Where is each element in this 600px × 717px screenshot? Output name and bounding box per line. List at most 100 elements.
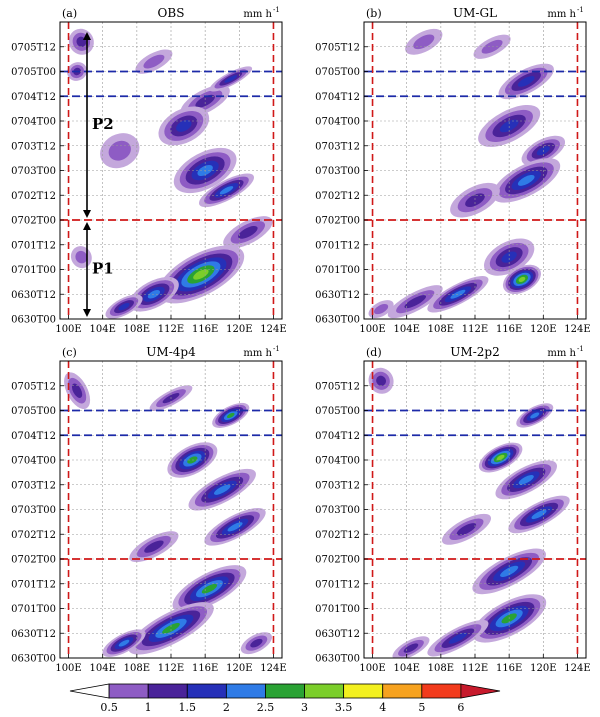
colorbar-label: 1 <box>145 701 152 714</box>
precip-level-5 <box>226 412 235 419</box>
precip-band <box>368 300 394 319</box>
precip-level-2 <box>376 375 386 386</box>
x-tick-label: 124E <box>260 324 286 335</box>
y-tick-label: 0701T12 <box>315 240 360 251</box>
panel-letter: (d) <box>366 346 382 359</box>
y-tick-label: 0630T00 <box>315 315 360 326</box>
precip-level-3 <box>499 119 519 133</box>
y-tick-label: 0630T00 <box>315 654 360 665</box>
period-arrow-head <box>83 32 91 40</box>
x-tick-label: 116E <box>496 663 522 674</box>
y-tick-label: 0630T12 <box>315 629 360 640</box>
colorbar-segment <box>186 683 227 699</box>
y-tick-label: 0702T00 <box>315 216 360 227</box>
y-tick-label: 0703T12 <box>11 480 56 491</box>
precip-level-2 <box>71 383 83 398</box>
x-tick-label: 116E <box>192 324 218 335</box>
x-tick-label: 120E <box>226 663 252 674</box>
panel-letter: (c) <box>62 346 77 359</box>
precip-band <box>240 632 272 655</box>
precip-band <box>188 468 256 511</box>
y-tick-label: 0702T00 <box>315 555 360 566</box>
panel-unit-exponent: -1 <box>577 345 584 353</box>
precip-level-4 <box>518 474 534 485</box>
x-tick-label: 100E <box>359 663 385 674</box>
colorbar: 0.5 1 1.5 2 2.5 3 3.5 4 5 6 <box>69 683 501 714</box>
y-tick-label: 0630T12 <box>11 290 56 301</box>
precip-level-2 <box>195 94 215 108</box>
precip-band <box>516 403 554 428</box>
x-tick-label: 120E <box>226 324 252 335</box>
colorbar-segment <box>382 683 423 699</box>
y-tick-label: 0705T00 <box>315 406 360 417</box>
y-tick-label: 0630T00 <box>11 654 56 665</box>
x-tick-label: 116E <box>496 324 522 335</box>
precip-field <box>368 28 566 319</box>
precip-level-3 <box>448 632 468 644</box>
x-tick-label: 100E <box>55 324 81 335</box>
precip-level-5 <box>201 583 218 594</box>
precip-level-4 <box>500 565 519 577</box>
x-tick-label: 124E <box>564 663 590 674</box>
x-tick-label: 124E <box>564 324 590 335</box>
panel-unit-exponent: -1 <box>273 6 280 14</box>
panel-unit: mm h <box>243 348 272 359</box>
period-arrow-head <box>83 309 91 317</box>
x-tick-label: 104E <box>393 663 419 674</box>
x-tick-label: 112E <box>462 663 488 674</box>
panel-title: UM-GL <box>453 6 497 20</box>
y-tick-label: 0704T00 <box>11 117 56 128</box>
y-tick-label: 0702T12 <box>11 530 56 541</box>
colorbar-segment <box>421 683 462 699</box>
panel-unit: mm h <box>547 9 576 20</box>
x-tick-label: 100E <box>359 324 385 335</box>
y-tick-label: 0703T00 <box>315 166 360 177</box>
precip-level-1 <box>143 54 165 69</box>
precip-band <box>472 548 546 595</box>
y-tick-label: 0630T12 <box>315 290 360 301</box>
colorbar-label: 3.5 <box>335 701 353 714</box>
precip-band <box>368 367 394 394</box>
panel-title: UM-4p4 <box>146 345 196 359</box>
x-tick-label: 124E <box>260 663 286 674</box>
colorbar-label: 0.5 <box>100 701 118 714</box>
y-tick-label: 0701T00 <box>315 604 360 615</box>
precip-level-3 <box>176 120 192 132</box>
y-tick-label: 0705T00 <box>11 67 56 78</box>
y-tick-label: 0701T12 <box>11 579 56 590</box>
precip-band <box>405 28 443 55</box>
y-tick-label: 0702T12 <box>315 191 360 202</box>
panel-um-4p4: 0630T00 0630T12 0701T00 0701T12 0702T00 0702T… <box>11 345 287 674</box>
y-tick-label: 0705T00 <box>11 406 56 417</box>
x-tick-label: 100E <box>55 663 81 674</box>
y-tick-label: 0703T12 <box>315 141 360 152</box>
panel-unit: mm h <box>547 348 576 359</box>
period-arrow-head <box>83 210 91 218</box>
precip-level-2 <box>144 540 164 553</box>
precip-level-2 <box>250 638 263 648</box>
colorbar-segment <box>225 683 266 699</box>
precip-field <box>368 367 570 658</box>
y-tick-label: 0704T12 <box>315 92 360 103</box>
y-tick-label: 0705T12 <box>315 381 360 392</box>
y-tick-label: 0702T12 <box>315 530 360 541</box>
panel-letter: (b) <box>366 7 382 20</box>
panel-um-gl: 0630T00 0630T12 0701T00 0701T12 0702T00 0702T… <box>315 6 591 335</box>
precip-band <box>68 28 94 55</box>
colorbar-segment <box>265 683 305 699</box>
y-tick-label: 0703T12 <box>11 141 56 152</box>
x-tick-label: 108E <box>428 324 454 335</box>
panel-title: OBS <box>158 6 185 20</box>
x-tick-label: 112E <box>158 324 184 335</box>
precip-band <box>478 442 523 473</box>
precip-band <box>128 602 214 655</box>
panel-unit-exponent: -1 <box>273 345 280 353</box>
y-tick-label: 0702T12 <box>11 191 56 202</box>
colorbar-label: 3 <box>301 701 308 714</box>
precip-level-4 <box>118 639 130 647</box>
x-tick-label: 120E <box>530 663 556 674</box>
precip-level-2 <box>456 523 477 536</box>
x-tick-label: 104E <box>393 324 419 335</box>
panel-letter: (a) <box>62 7 77 20</box>
precip-level-1 <box>413 34 435 50</box>
